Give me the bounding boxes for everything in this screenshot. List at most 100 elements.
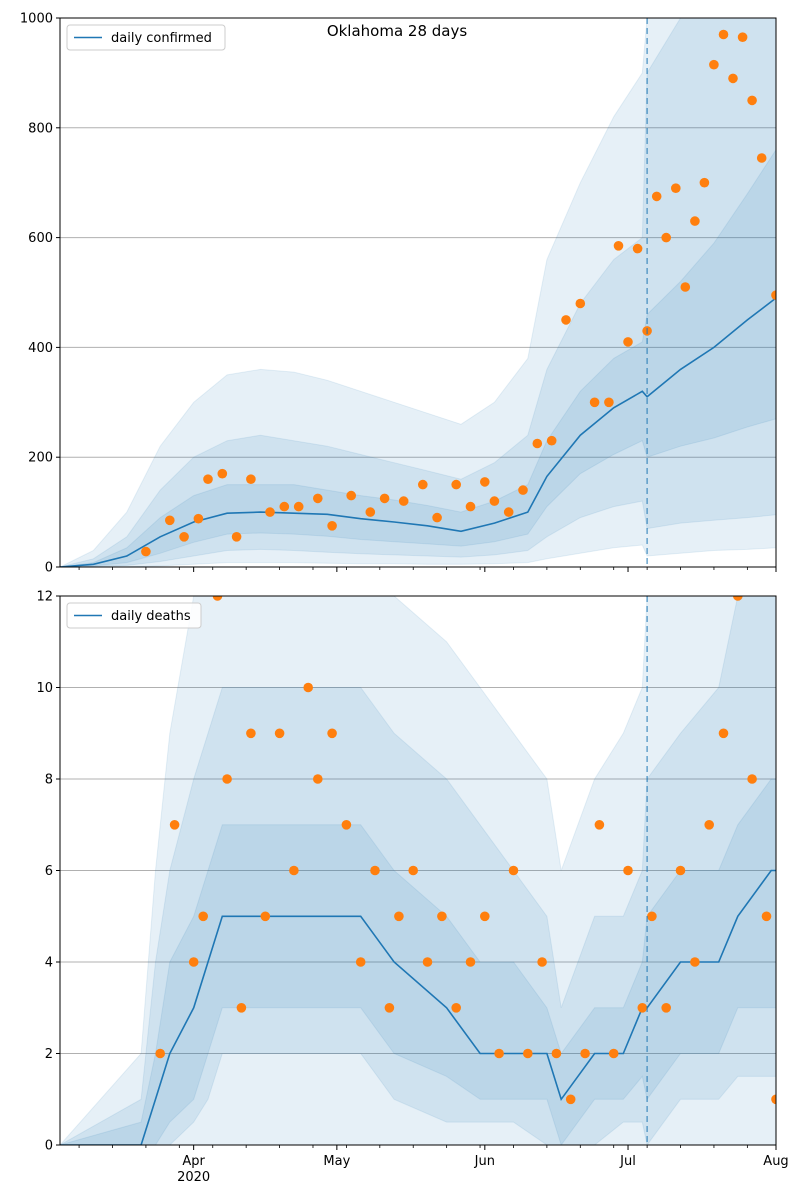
cases-data-point — [346, 490, 357, 501]
deaths-data-point — [623, 865, 633, 876]
cases-data-point — [179, 532, 189, 542]
cases-data-point — [489, 496, 500, 506]
deaths-data-point — [594, 820, 605, 830]
deaths-xtick-label: Apr — [182, 1154, 205, 1169]
deaths-data-point — [260, 911, 271, 922]
cases-series-line-0 — [60, 297, 776, 567]
deaths-data-point — [408, 865, 419, 876]
deaths-ytick-label: 10 — [36, 681, 53, 696]
deaths-data-point — [437, 911, 447, 922]
cases-ytick-label: 1000 — [20, 12, 53, 27]
cases-data-point — [465, 501, 476, 512]
cases-data-point — [756, 153, 767, 163]
cases-data-point — [365, 507, 376, 517]
cases-data-point — [661, 232, 671, 243]
deaths-data-point — [274, 728, 285, 739]
cases-data-point — [561, 315, 571, 325]
cases-data-point — [613, 241, 624, 251]
deaths-data-point — [370, 865, 380, 876]
cases-data-point — [709, 59, 719, 70]
cases-data-point — [313, 493, 323, 504]
deaths-ytick-label: 4 — [45, 956, 53, 971]
cases-plot-area — [60, 18, 776, 567]
deaths-ytick-label: 12 — [36, 590, 53, 605]
deaths-ytick-label: 6 — [45, 864, 53, 879]
deaths-data-point — [169, 820, 180, 830]
cases-data-point — [718, 29, 729, 40]
deaths-xtick-label: Jul — [619, 1154, 636, 1169]
cases-data-point — [771, 290, 776, 300]
cases-data-point — [418, 479, 428, 490]
deaths-legend-label: daily deaths — [111, 609, 191, 624]
cases-data-point — [728, 73, 738, 84]
deaths-data-point — [637, 1003, 648, 1013]
deaths-series-line-0 — [60, 869, 776, 1145]
deaths-data-point — [704, 820, 714, 830]
cases-data-point — [141, 546, 151, 557]
deaths-data-point — [647, 911, 657, 922]
deaths-data-point — [508, 865, 519, 876]
cases-data-point — [546, 435, 557, 446]
cases-data-point — [432, 512, 442, 523]
deaths-data-point — [661, 1003, 671, 1013]
deaths-data-point — [608, 1048, 619, 1059]
cases-data-point — [279, 501, 290, 512]
cases-data-point — [680, 282, 691, 292]
cases-ytick-label: 400 — [28, 341, 53, 356]
deaths-data-point — [222, 774, 232, 784]
deaths-data-point — [523, 1048, 533, 1059]
deaths-data-point — [246, 728, 256, 739]
deaths-data-point — [747, 774, 757, 784]
cases-data-point — [503, 507, 514, 517]
cases-data-point — [747, 95, 757, 106]
cases-data-point — [217, 468, 228, 479]
deaths-xtick-label: Aug — [763, 1154, 788, 1169]
cases-data-point — [518, 485, 528, 495]
cases-ytick-label: 800 — [28, 121, 53, 136]
cases-data-point — [651, 191, 662, 202]
deaths-data-point — [465, 957, 476, 967]
cases-legend-box — [66, 24, 226, 51]
cases-data-point — [632, 243, 643, 254]
cases-data-point — [246, 474, 256, 485]
deaths-data-point — [551, 1048, 562, 1059]
cases-ytick-label: 600 — [28, 231, 53, 246]
deaths-data-point — [155, 1048, 165, 1059]
deaths-data-point — [480, 911, 490, 922]
deaths-data-point — [537, 957, 547, 967]
cases-data-point — [165, 515, 175, 526]
cases-data-point — [589, 397, 600, 408]
deaths-data-point — [733, 596, 743, 601]
deaths-xtick-label: May — [323, 1154, 350, 1169]
deaths-xtick-label: Jun — [474, 1154, 495, 1169]
cases-data-point — [623, 337, 633, 347]
cases-data-point — [327, 521, 337, 531]
cases-data-point — [203, 474, 213, 485]
cases-data-point — [575, 298, 586, 309]
deaths-data-point — [771, 1094, 776, 1105]
deaths-data-point — [327, 728, 337, 739]
deaths-data-point — [212, 596, 223, 601]
deaths-data-point — [494, 1048, 504, 1059]
cases-data-point — [293, 501, 304, 512]
cases-data-point — [532, 438, 543, 449]
cases-data-point — [671, 183, 681, 193]
deaths-data-point — [188, 957, 199, 967]
cases-data-point — [265, 507, 275, 517]
cases-data-point — [737, 32, 748, 42]
figure-title: Oklahoma 28 days — [327, 22, 468, 40]
cases-data-point — [193, 513, 204, 524]
cases-panel: 0 200 400 600 800 1000 daily confirmed — [20, 12, 777, 576]
deaths-data-point — [236, 1003, 247, 1013]
cases-data-point — [451, 479, 462, 490]
deaths-data-point — [384, 1003, 395, 1013]
cases-ytick-label: 0 — [45, 561, 53, 576]
cases-data-point — [480, 477, 490, 487]
deaths-ytick-label: 2 — [45, 1047, 53, 1062]
cases-legend-label: daily confirmed — [111, 31, 212, 46]
cases-data-point — [398, 496, 409, 506]
cases-axes-frame — [59, 17, 777, 568]
deaths-data-point — [341, 820, 352, 830]
deaths-data-point — [761, 911, 772, 922]
